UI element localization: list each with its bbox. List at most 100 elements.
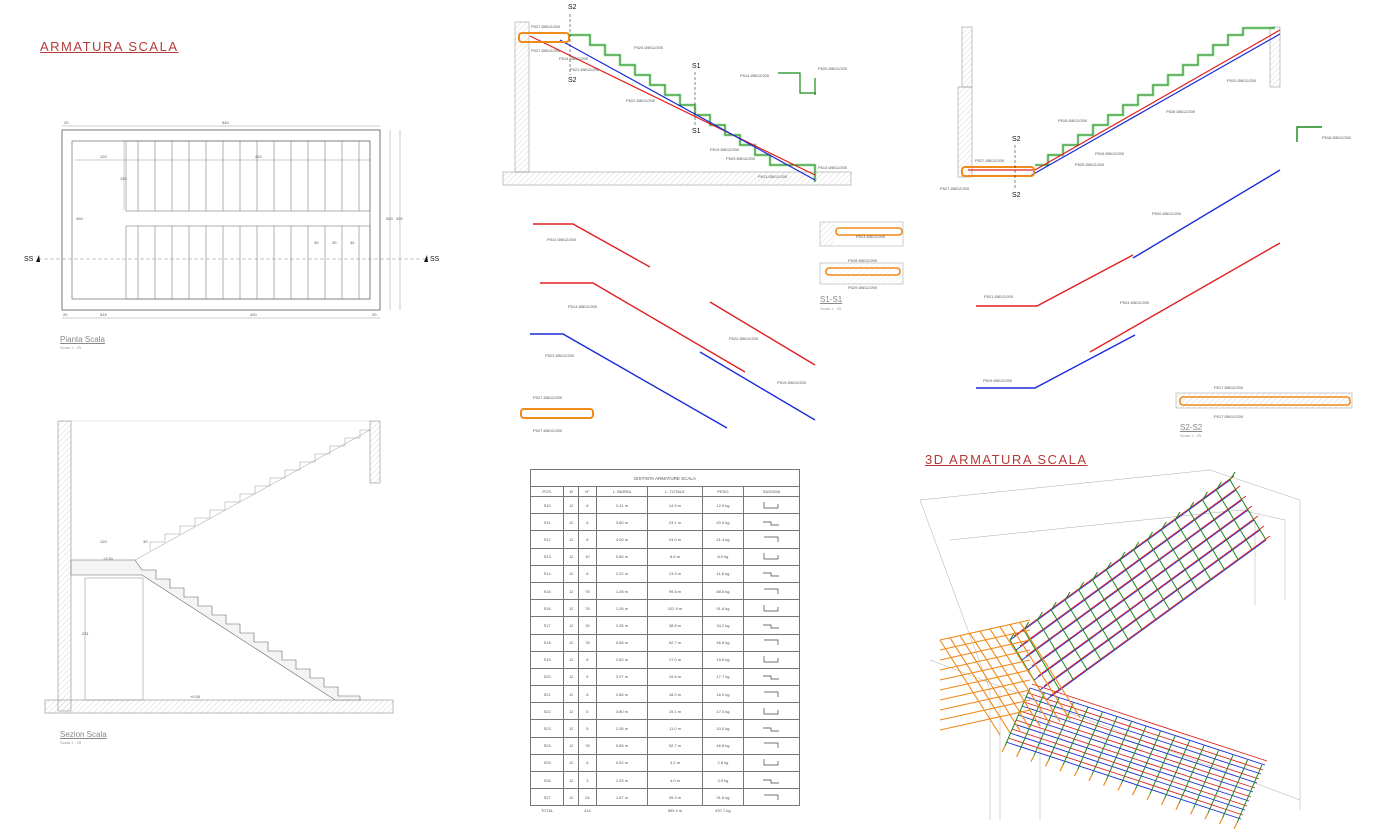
3d-stirrup-foot xyxy=(1175,803,1180,810)
schedule-cell: 2.80 m xyxy=(595,650,649,669)
3d-stirrup xyxy=(1207,755,1234,814)
schedule-row: S22 12 5 3.80 m 19.1 m 17.0 kg xyxy=(529,702,801,721)
3d-longitudinal-bar xyxy=(1007,737,1244,816)
bar-shape-cell xyxy=(742,633,801,652)
3d-landing-bar xyxy=(939,679,1031,701)
label-p529-s1: P529 Ø8/12/200 xyxy=(848,285,878,290)
s2-top-label: S2 xyxy=(568,4,577,11)
schedule-cell: 46.8 kg xyxy=(701,736,744,755)
schedule-cell: 1.33 m xyxy=(595,770,649,790)
3d-longitudinal-bar xyxy=(1021,705,1258,784)
plan-lower-flight-treads xyxy=(125,225,371,300)
schedule-cell: 14.5 m xyxy=(647,495,703,515)
3d-longitudinal-bar xyxy=(1029,687,1266,766)
plan-scale: Scala 1 : 25 xyxy=(60,345,82,350)
label-p522-shape: P522 Ø8/12/200 xyxy=(729,336,759,341)
bar-shape-icon xyxy=(764,656,779,663)
schedule-cell: S16 xyxy=(529,599,565,618)
3d-stirrup-foot xyxy=(1189,808,1195,815)
3d-longitudinal-bar xyxy=(1019,485,1241,647)
plan-dim-bottom-a: 20 xyxy=(63,312,68,317)
3d-stirrup xyxy=(1062,707,1089,766)
3d-landing-bar xyxy=(939,649,1031,671)
schedule-cell: 0.52 m xyxy=(595,753,649,773)
3d-longitudinal-bar xyxy=(1005,741,1242,820)
plan-title: Pianta Scala xyxy=(60,335,105,344)
schedule-cell: 23.1 m xyxy=(647,513,703,532)
plan-upper-flight-treads xyxy=(125,140,371,212)
schedule-row: S27 12 24 1.67 m 35.3 m 31.6 kg xyxy=(529,788,801,807)
ss-right-arrow xyxy=(424,255,428,262)
bar-shape-cell xyxy=(742,667,801,687)
section-dim-c: 231 xyxy=(82,631,89,636)
3d-landing-bar xyxy=(939,709,1031,731)
section-title: Sezion Scala xyxy=(60,730,107,739)
3d-stirrup-leg xyxy=(1050,601,1057,611)
3d-stirrup-foot xyxy=(1015,750,1021,758)
ss-right-label: SS xyxy=(430,256,440,263)
schedule-row: S23 12 5 2.26 m 11.0 m 10.0 kg xyxy=(529,719,801,738)
label-p525: P525 Ø8/12/200 xyxy=(1075,162,1105,167)
bar-shape-cell xyxy=(742,495,801,515)
3d-longitudinal-bar xyxy=(1013,475,1235,637)
s1-bar-lower xyxy=(825,267,901,276)
schedule-total-cell: TOTAL xyxy=(540,807,554,813)
label-p523: P523 Ø8/12/200 xyxy=(726,156,756,161)
3d-landing-bar xyxy=(1009,624,1071,720)
bar-shape-cell xyxy=(742,650,801,669)
schedule-cell: 4.0 m xyxy=(647,770,703,790)
rebar-section-2: S2 S2 P527 Ø8/12/200 P527 Ø8/12/200 P525… xyxy=(940,26,1353,419)
bar-shape-icon xyxy=(764,639,779,646)
bar-shape-cell xyxy=(742,736,801,755)
schedule-row: S16 12 78 1.28 m 102.9 m 91.6 kg xyxy=(529,599,801,618)
shape-top-bar-3 xyxy=(709,301,816,366)
3d-stirrup xyxy=(1160,529,1198,591)
schedule-body: S10 12 6 2.41 m 14.5 m 12.9 kg S11 12 6 3.60 m 23.… xyxy=(529,495,801,815)
right-shape-bottom-2 xyxy=(976,334,1136,389)
3d-longitudinal-bar xyxy=(1031,505,1253,667)
3d-landing-bar xyxy=(1019,622,1081,718)
3d-stirrup xyxy=(1033,697,1060,756)
bar-shape-icon xyxy=(763,521,780,526)
3d-longitudinal-bar xyxy=(1025,696,1262,775)
3d-stirrup-leg xyxy=(1064,591,1071,601)
bar-shape-icon xyxy=(764,759,779,766)
rebar-schedule-table: DISTINTA ARMATURE SCALA POS. Ø N° L. BAR… xyxy=(529,469,801,815)
shape-top-bar-2 xyxy=(540,282,746,373)
label-p524-shape: P524 Ø8/12/200 xyxy=(1120,300,1150,305)
schedule-cell: S12 xyxy=(529,530,565,549)
label-p519-right-shape: P519 Ø8/12/200 xyxy=(983,378,1013,383)
label-p517-s2-bottom: P517 Ø8/12/200 xyxy=(1214,414,1244,419)
s1-title: S1-S1 xyxy=(820,295,843,304)
right-shape-bottom-long xyxy=(1132,169,1281,259)
3d-stirrup-leg xyxy=(1037,611,1043,621)
3d-lower-flight xyxy=(1001,683,1268,829)
schedule-cell: 18.0 m xyxy=(647,685,703,704)
schedule-cell: 3.80 m xyxy=(595,702,649,721)
detail1-landing xyxy=(518,32,570,43)
section-dim-b: 30 xyxy=(143,539,148,544)
3d-stirrup-leg xyxy=(1215,481,1222,491)
3d-stirrup-foot xyxy=(1001,745,1006,753)
bar-shape-icon xyxy=(764,553,779,560)
label-p526: P526 Ø8/12/200 xyxy=(1166,109,1196,114)
plan-dim-h2: 260 xyxy=(76,216,83,221)
3d-stirrup xyxy=(1135,731,1161,790)
3d-stirrup xyxy=(1236,764,1263,823)
3d-stirrup xyxy=(1178,745,1205,804)
section-lower-flight xyxy=(70,559,361,701)
bar-shape-cell xyxy=(742,616,801,635)
plan-dim-bottom-d: 20 xyxy=(372,312,377,317)
label-p519-shape: P519 Ø8/12/200 xyxy=(777,380,807,385)
label-p518: P518 Ø8/12/200 xyxy=(1058,118,1088,123)
schedule-cell: 11.0 m xyxy=(647,719,703,738)
3d-landing-bar xyxy=(939,699,1031,721)
3d-stirrup-leg xyxy=(1133,541,1140,551)
3d-landing-bar xyxy=(939,619,1031,641)
3d-stirrup-leg xyxy=(1188,501,1195,511)
plan-dim-top: 540 xyxy=(222,120,229,125)
3d-stirrup xyxy=(1106,721,1132,780)
ss-left-label: SS xyxy=(24,256,34,263)
schedule-cell: 2.26 m xyxy=(595,719,649,738)
3d-stirrup xyxy=(1149,735,1176,795)
